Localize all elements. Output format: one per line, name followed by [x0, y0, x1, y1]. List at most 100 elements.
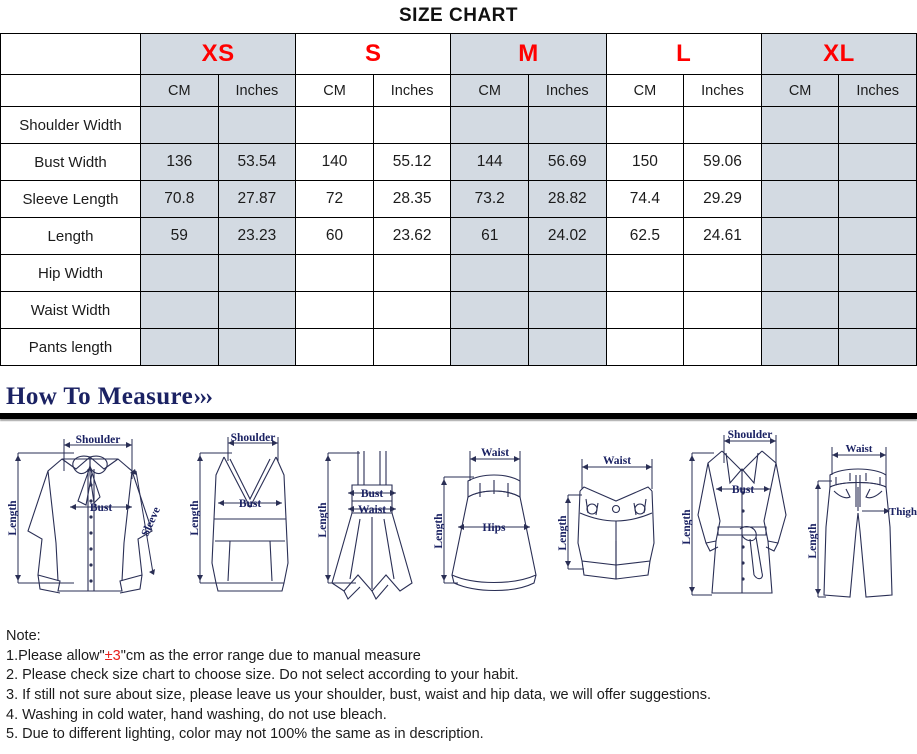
table-cell: 24.61	[683, 217, 762, 255]
table-cell	[838, 180, 917, 218]
unit-header-cell: CM	[140, 74, 219, 107]
figure-trench-coat: Shoulder Bust Length	[678, 423, 806, 619]
table-cell	[605, 328, 685, 366]
table-cell	[683, 254, 762, 292]
svg-text:Length: Length	[681, 509, 693, 545]
table-cell	[760, 328, 840, 366]
svg-text:Bust: Bust	[239, 498, 262, 510]
table-cell	[838, 106, 917, 144]
unit-header-cell: CM	[760, 74, 840, 107]
row-label-sleeve-length: Sleeve Length	[0, 180, 141, 218]
section-divider-bar	[0, 413, 917, 420]
svg-text:Shoulder: Shoulder	[728, 429, 773, 441]
note-line-2: 2. Please check size chart to choose siz…	[6, 666, 917, 686]
table-cell	[683, 106, 762, 144]
table-cell: 59.06	[683, 143, 762, 181]
table-cell	[605, 291, 685, 329]
table-cell	[295, 106, 374, 144]
table-cell	[372, 328, 452, 366]
table-cell: 28.35	[372, 180, 452, 218]
size-header-row: XS S M L XL	[0, 33, 917, 75]
size-header-l: L	[605, 33, 762, 75]
note-text: 1.Please allow"	[6, 647, 105, 664]
table-cell: 29.29	[683, 180, 762, 218]
row-label-shoulder-width: Shoulder Width	[0, 106, 141, 144]
table-cell: 74.4	[605, 180, 685, 218]
size-header-xl: XL	[760, 33, 917, 75]
table-cell	[450, 328, 529, 366]
size-header-s: S	[295, 33, 452, 75]
svg-text:Length: Length	[7, 500, 19, 536]
table-cell	[760, 180, 840, 218]
svg-text:Thigh: Thigh	[889, 506, 917, 518]
svg-text:Length: Length	[807, 523, 819, 559]
table-cell	[838, 217, 917, 255]
chevron-right-icon: ›››	[193, 384, 213, 410]
svg-text:Sleeve: Sleeve	[140, 506, 163, 539]
table-cell	[372, 254, 452, 292]
table-cell	[760, 143, 840, 181]
note-line-3: 3. If still not sure about size, please …	[6, 686, 917, 706]
size-header-m: M	[450, 33, 607, 75]
table-cell: 70.8	[140, 180, 219, 218]
table-cell	[838, 328, 917, 366]
how-to-measure-label: How To Measure	[6, 383, 194, 410]
svg-text:Length: Length	[557, 515, 569, 551]
table-cell: 61	[450, 217, 529, 255]
table-row: Pants length	[0, 328, 917, 366]
size-header-xs: XS	[139, 33, 297, 75]
table-cell: 53.54	[217, 143, 297, 181]
table-cell	[683, 291, 762, 329]
table-cell: 23.62	[372, 217, 452, 255]
table-cell	[760, 291, 840, 329]
note-line-1: 1.Please allow"±3"cm as the error range …	[6, 647, 917, 667]
table-row: Sleeve Length 70.8 27.87 72 28.35 73.2 28.82 74…	[0, 180, 917, 218]
unit-header-cell: Inches	[217, 74, 297, 107]
unit-header-cell: Inches	[528, 74, 607, 107]
figure-blouse-with-bow: Shoulder Bust Length Sleeve	[4, 423, 186, 619]
table-row: Bust Width 136 53.54 140 55.12 144 56.69 150 59.…	[0, 143, 917, 181]
svg-text:Bust: Bust	[361, 488, 384, 500]
table-cell	[450, 254, 529, 292]
figure-shorts: Waist Length	[554, 423, 678, 619]
figure-strap-dress: Bust Waist Length	[314, 423, 430, 619]
table-cell	[605, 254, 685, 292]
svg-text:Waist: Waist	[481, 447, 509, 459]
table-row: Length 59 23.23 60 23.62 61 24.02 62.5 24.61	[0, 217, 917, 255]
figure-skirt: Waist Hips Length	[430, 423, 554, 619]
note-text: 4. Washing in cold water, hand washing, …	[6, 706, 387, 723]
unit-header-cell: Inches	[838, 74, 917, 107]
note-text: 5. Due to different lighting, color may …	[6, 726, 484, 743]
svg-text:Shoulder: Shoulder	[231, 432, 276, 444]
svg-text:Bust: Bust	[732, 484, 755, 496]
table-cell	[372, 106, 452, 144]
table-cell: 73.2	[450, 180, 529, 218]
table-cell: 56.69	[528, 143, 607, 181]
svg-text:Length: Length	[317, 502, 329, 538]
svg-text:Waist: Waist	[603, 455, 631, 467]
note-highlight: ±3	[104, 647, 121, 664]
unit-header-cell: CM	[450, 74, 529, 107]
svg-text:Length: Length	[433, 513, 445, 549]
table-cell	[217, 291, 297, 329]
table-cell: 150	[605, 143, 685, 181]
table-cell	[683, 328, 762, 366]
notes-heading: Note:	[6, 628, 41, 645]
how-to-measure-section: How To Measure›››	[0, 383, 917, 420]
row-label-length: Length	[0, 217, 141, 255]
table-cell: 24.02	[528, 217, 607, 255]
table-cell: 55.12	[372, 143, 452, 181]
table-row: Hip Width	[0, 254, 917, 292]
table-cell	[760, 106, 840, 144]
table-row: Waist Width	[0, 291, 917, 329]
unit-header-cell: CM	[295, 74, 374, 107]
note-line-4: 4. Washing in cold water, hand washing, …	[6, 706, 917, 726]
table-cell	[295, 291, 374, 329]
measurement-diagrams: Shoulder Bust Length Sleeve	[0, 423, 917, 619]
table-cell	[760, 254, 840, 292]
how-to-measure-heading: How To Measure›››	[0, 383, 917, 410]
table-cell	[528, 254, 607, 292]
table-cell	[528, 106, 607, 144]
table-cell	[217, 254, 297, 292]
svg-text:Hips: Hips	[482, 522, 506, 534]
